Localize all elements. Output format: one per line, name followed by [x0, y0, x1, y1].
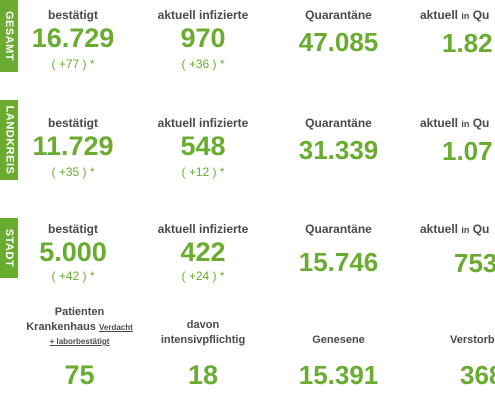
bestaetigt-delta: ( +42 ) * — [51, 269, 95, 283]
aktuell-value: 422 — [180, 237, 226, 267]
aktuell-q-label-b: in — [461, 11, 470, 21]
genesene: Genesene 15.391 — [286, 318, 391, 390]
gesamt-aktuell: aktuell infizierte 970 ( +36 ) * — [148, 8, 258, 72]
bestaetigt-label: bestätigt — [47, 222, 98, 236]
bestaetigt-delta: ( +77 ) * — [51, 57, 95, 71]
verstorben-value: 368 — [460, 360, 495, 390]
aktuell-q-value: 1.07 — [442, 136, 493, 166]
landkreis-bestaetigt: bestätigt 11.729 ( +35 ) * — [25, 116, 121, 180]
aktuell-label: aktuell infizierte — [157, 116, 249, 130]
stadt-quarantaene: Quarantäne 15.746 — [286, 222, 391, 277]
quarantaene-label: Quarantäne — [305, 8, 372, 22]
stadt-bestaetigt: bestätigt 5.000 ( +42 ) * — [25, 222, 121, 284]
bestaetigt-label: bestätigt — [47, 116, 98, 130]
aktuell-q-label-b: in — [461, 119, 470, 129]
aktuell-q-value: 753 — [454, 248, 495, 278]
aktuell-delta: ( +36 ) * — [181, 57, 225, 71]
verdacht-label: Verdacht — [98, 323, 133, 332]
aktuell-q-label-c: Qu — [472, 116, 490, 130]
stadt-aktuell: aktuell infizierte 422 ( +24 ) * — [148, 222, 258, 284]
laborbestaetigt-text: + laborbestätigt — [49, 337, 110, 346]
quarantaene-value: 31.339 — [298, 135, 379, 165]
aktuell-q-label: aktuell in Qu — [420, 116, 495, 132]
davon-label: davon — [186, 319, 220, 331]
bestaetigt-value: 16.729 — [31, 23, 115, 53]
aktuell-q-label-c: Qu — [472, 8, 490, 22]
aktuell-q-label-a: aktuell — [420, 116, 459, 130]
patienten-label: Patienten — [54, 306, 105, 318]
tab-landkreis-label: LANDKREIS — [3, 105, 16, 175]
aktuell-q-label-b: in — [461, 225, 470, 235]
bestaetigt-label: bestätigt — [47, 8, 98, 22]
tab-gesamt-label: GESAMT — [3, 10, 15, 62]
gesamt-aktuell-quarantaene: aktuell in Qu 1.82 — [420, 8, 495, 58]
aktuell-value: 548 — [180, 131, 226, 161]
tab-stadt-label: STADT — [3, 228, 16, 268]
verstorben-label: Verstorb — [450, 334, 495, 346]
patienten-value: 75 — [64, 360, 95, 390]
aktuell-label: aktuell infizierte — [157, 8, 249, 22]
quarantaene-label: Quarantäne — [305, 116, 372, 130]
quarantaene-value: 15.746 — [298, 247, 379, 277]
aktuell-delta: ( +24 ) * — [181, 269, 225, 283]
quarantaene-label: Quarantäne — [305, 222, 372, 236]
intensiv-label: intensivpflichtig — [160, 334, 246, 346]
stadt-aktuell-quarantaene: aktuell in Qu 753 — [420, 222, 495, 278]
krankenhaus-label-text: Krankenhaus — [26, 321, 96, 333]
aktuell-q-label-c: Qu — [472, 222, 490, 236]
aktuell-q-label-a: aktuell — [420, 222, 459, 236]
landkreis-aktuell: aktuell infizierte 548 ( +12 ) * — [148, 116, 258, 180]
tab-landkreis: LANDKREIS — [0, 100, 18, 180]
aktuell-q-label: aktuell in Qu — [420, 222, 495, 238]
bestaetigt-value: 5.000 — [39, 237, 107, 267]
aktuell-label: aktuell infizierte — [157, 222, 249, 236]
gesamt-quarantaene: Quarantäne 47.085 — [286, 8, 391, 57]
aktuell-q-label-a: aktuell — [420, 8, 459, 22]
bestaetigt-value: 11.729 — [32, 131, 114, 161]
landkreis-quarantaene: Quarantäne 31.339 — [286, 116, 391, 165]
bestaetigt-delta: ( +35 ) * — [51, 165, 95, 179]
krankenhaus-label: Krankenhaus Verdacht — [22, 320, 137, 335]
tab-gesamt: GESAMT — [0, 0, 18, 72]
gesamt-bestaetigt: bestätigt 16.729 ( +77 ) * — [25, 8, 121, 72]
intensiv-value: 18 — [187, 360, 219, 390]
genesene-value: 15.391 — [298, 360, 379, 390]
aktuell-delta: ( +12 ) * — [181, 165, 225, 179]
intensivpflichtig: davon intensivpflichtig 18 — [148, 318, 258, 390]
aktuell-q-label: aktuell in Qu — [420, 8, 495, 24]
patienten-krankenhaus: Patienten Krankenhaus Verdacht + laborbe… — [22, 305, 137, 390]
aktuell-value: 970 — [180, 23, 226, 53]
verstorben: Verstorb 368 — [420, 318, 495, 390]
laborbestaetigt-label: + laborbestätigt — [22, 335, 137, 348]
tab-stadt: STADT — [0, 218, 18, 278]
quarantaene-value: 47.085 — [298, 27, 379, 57]
landkreis-aktuell-quarantaene: aktuell in Qu 1.07 — [420, 116, 495, 166]
genesene-label: Genesene — [312, 334, 365, 346]
aktuell-q-value: 1.82 — [442, 28, 493, 58]
